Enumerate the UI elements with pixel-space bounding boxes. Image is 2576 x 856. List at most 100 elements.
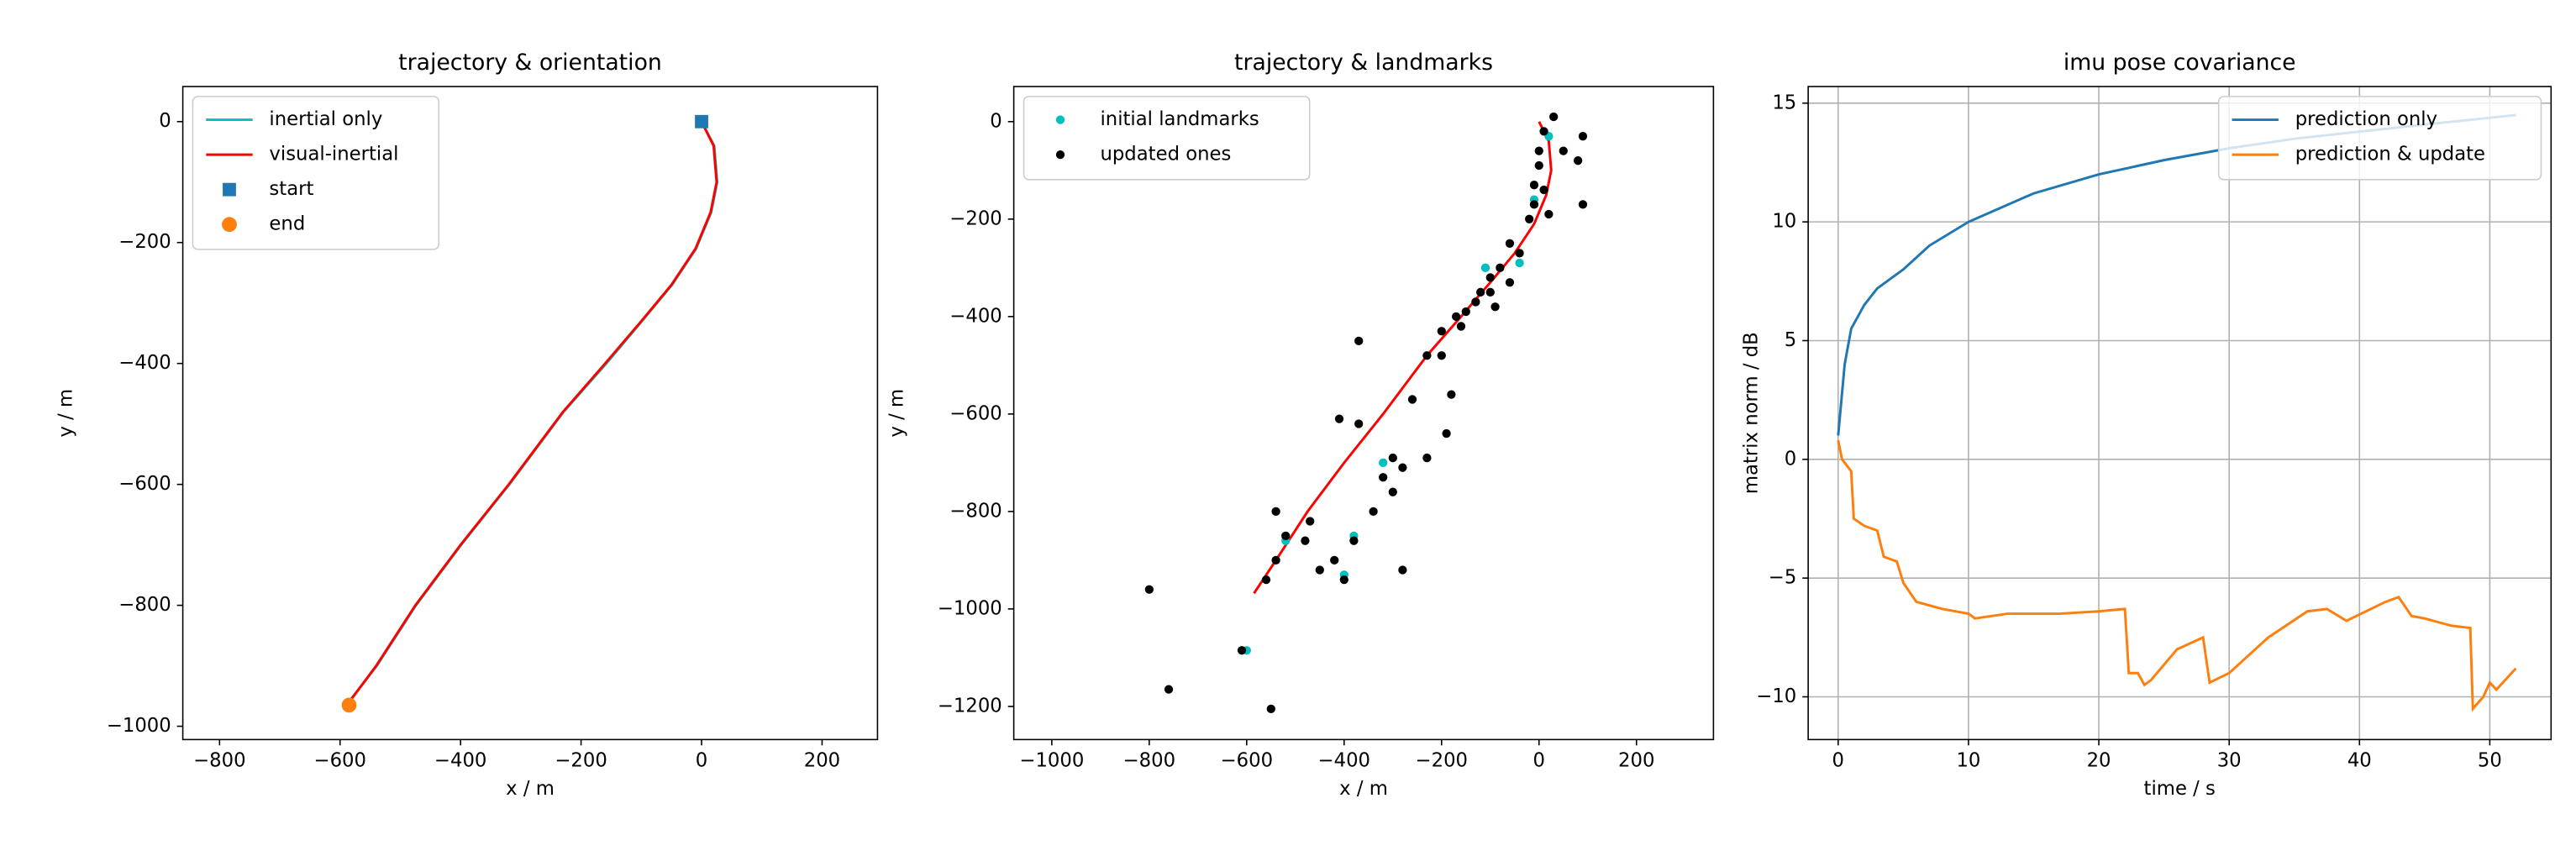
marker [1354, 419, 1364, 428]
marker [1144, 585, 1154, 594]
x-tick-label: 0 [696, 750, 707, 772]
marker [1407, 395, 1417, 404]
y-axis-label: y / m [886, 389, 908, 438]
marker [1534, 160, 1543, 171]
x-tick-label: 20 [2087, 750, 2111, 772]
marker [1388, 453, 1397, 463]
marker [1496, 263, 1505, 272]
marker [1559, 146, 1568, 155]
x-tick-label: −400 [1318, 750, 1370, 772]
marker [1505, 239, 1515, 248]
marker [1164, 685, 1174, 694]
marker [1529, 181, 1539, 190]
marker [1315, 565, 1324, 575]
marker [1301, 536, 1310, 545]
chart: 0 10 20 30 40 50 −10 −5 0 5 10 15 imu pose covarianc… [1740, 50, 2552, 800]
x-tick-label: 0 [1533, 750, 1545, 772]
marker [1447, 390, 1456, 399]
y-tick-label: −1200 [938, 695, 1002, 717]
x-tick-label: −600 [314, 750, 366, 772]
series-line [1837, 439, 2517, 712]
x-tick-label: 30 [2217, 750, 2242, 772]
y-tick-label: 5 [1785, 329, 1796, 351]
y-tick-label: −600 [949, 402, 1001, 424]
y-tick-label: −400 [118, 352, 171, 374]
marker [1422, 453, 1432, 463]
marker [1515, 258, 1524, 268]
y-tick-label: 15 [1772, 92, 1796, 113]
x-tick-label: 50 [2478, 750, 2502, 772]
legend-box [192, 96, 440, 250]
marker [1271, 507, 1280, 517]
x-tick-label: 10 [1956, 750, 1980, 772]
marker [1437, 351, 1446, 360]
marker [1539, 127, 1548, 136]
legend-label: end [269, 213, 305, 235]
marker [1388, 487, 1397, 496]
y-tick-label: −200 [949, 207, 1001, 229]
marker [1485, 287, 1495, 297]
y-tick-label: −800 [949, 500, 1001, 522]
marker [1456, 322, 1466, 331]
legend-swatch [1055, 115, 1065, 124]
legend: initial landmarks updated ones [1023, 96, 1311, 181]
y-tick-label: 0 [990, 110, 1001, 132]
legend-label: prediction only [2295, 108, 2437, 130]
legend: inertial only visual-inertial start end [192, 96, 440, 250]
marker [1261, 575, 1271, 585]
chart-title: trajectory & orientation [398, 50, 662, 76]
legend-swatch [1055, 150, 1065, 160]
chart-title: imu pose covariance [2063, 50, 2296, 76]
marker [1461, 307, 1470, 317]
x-tick-label: −1000 [1019, 750, 1084, 772]
marker [1339, 575, 1348, 585]
marker [1452, 312, 1461, 321]
legend-swatch [222, 217, 237, 233]
marker [1437, 327, 1446, 336]
marker [1354, 336, 1364, 345]
marker [1349, 536, 1359, 545]
x-tick-label: −200 [555, 750, 607, 772]
x-axis-label: time / s [2144, 778, 2216, 800]
y-axis-label: y / m [55, 389, 77, 438]
marker [1266, 704, 1275, 713]
marker [1525, 214, 1534, 223]
y-tick-label: −10 [1756, 685, 1796, 707]
marker [1369, 507, 1378, 517]
y-tick-label: −600 [118, 473, 171, 495]
marker [1471, 297, 1480, 307]
x-tick-label: −800 [1123, 750, 1175, 772]
x-axis-label: x / m [1339, 778, 1388, 800]
legend-label: updated ones [1100, 144, 1231, 165]
marker [1379, 458, 1388, 468]
y-axis-label: matrix norm / dB [1740, 332, 1762, 494]
legend-label: initial landmarks [1100, 108, 1259, 130]
marker [341, 697, 357, 713]
marker [1281, 531, 1291, 541]
legend: prediction only prediction & update [2217, 96, 2542, 181]
series-line [344, 121, 718, 707]
y-tick-label: −200 [118, 231, 171, 253]
legend-label: prediction & update [2295, 144, 2485, 165]
marker [1271, 555, 1280, 565]
marker [1442, 428, 1451, 439]
marker [1578, 200, 1588, 209]
legend-box [2217, 96, 2542, 181]
chart-title: trajectory & landmarks [1234, 50, 1493, 76]
legend-swatch [223, 182, 236, 197]
marker [1529, 200, 1539, 209]
legend-label: inertial only [269, 108, 382, 130]
marker [1334, 414, 1344, 423]
chart: −1000 −800 −600 −400 −200 0 200 0 −200 −400 −600 −8… [886, 50, 1715, 800]
plot-frame [181, 86, 879, 741]
y-tick-label: −400 [949, 305, 1001, 327]
legend-label: visual-inertial [269, 144, 398, 165]
y-tick-label: 0 [1785, 448, 1796, 470]
marker [1574, 156, 1583, 165]
x-tick-label: 40 [2347, 750, 2372, 772]
x-tick-label: 0 [1832, 750, 1844, 772]
x-tick-label: −800 [193, 750, 245, 772]
marker [695, 114, 708, 129]
y-tick-label: −1000 [938, 597, 1002, 619]
